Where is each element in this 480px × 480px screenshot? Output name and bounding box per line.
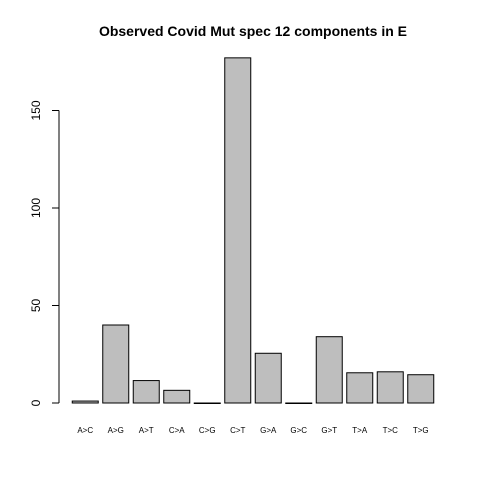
bar-1 xyxy=(102,324,130,404)
x-tick-label: T>G xyxy=(413,426,429,435)
bar-3 xyxy=(163,389,191,404)
x-tick-label: G>C xyxy=(290,426,307,435)
x-tick-label: C>A xyxy=(169,426,185,435)
y-tick-label: 150 xyxy=(29,100,43,120)
x-tick-label: A>G xyxy=(108,426,124,435)
bars-group xyxy=(71,57,435,404)
chart-title: Observed Covid Mut spec 12 components in… xyxy=(99,23,407,39)
y-tick-label: 0 xyxy=(29,399,43,406)
y-axis: 0 50 100 150 xyxy=(29,100,60,406)
x-tick-labels: A>C A>G A>T C>A C>G C>T G>A G>C G>T T>A T>C T>G xyxy=(77,426,428,435)
bar-7 xyxy=(285,402,313,404)
bar-2 xyxy=(132,380,160,404)
x-tick-label: G>T xyxy=(321,426,337,435)
bar-8 xyxy=(315,336,343,404)
bar-9 xyxy=(346,372,374,404)
bar-10 xyxy=(376,371,404,404)
x-tick-label: G>A xyxy=(260,426,277,435)
x-tick-label: A>C xyxy=(77,426,93,435)
bar-4 xyxy=(193,402,221,404)
y-tick-label: 50 xyxy=(29,299,43,313)
bar-0 xyxy=(71,400,99,404)
y-tick-label: 100 xyxy=(29,198,43,218)
bar-5 xyxy=(224,57,252,404)
x-tick-label: C>G xyxy=(199,426,216,435)
bar-11 xyxy=(407,374,435,404)
x-tick-label: T>A xyxy=(352,426,368,435)
x-tick-label: T>C xyxy=(383,426,399,435)
bar-6 xyxy=(254,352,282,404)
x-tick-label: C>T xyxy=(230,426,245,435)
x-tick-label: A>T xyxy=(139,426,154,435)
